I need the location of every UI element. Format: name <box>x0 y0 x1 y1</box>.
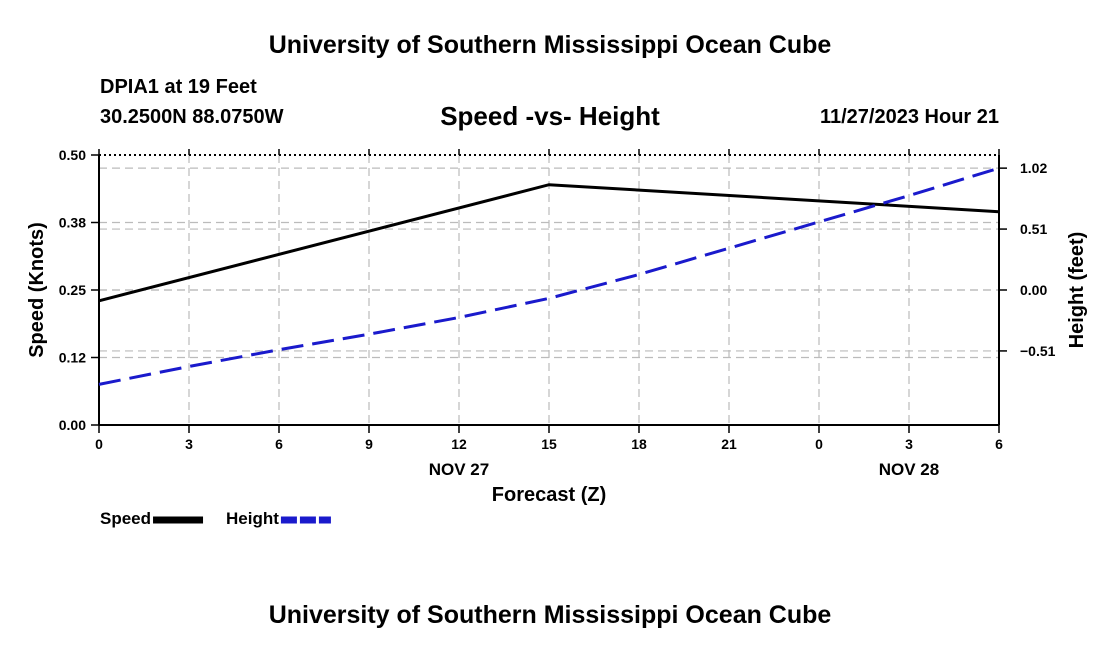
y-tick-label: 0.38 <box>59 215 86 231</box>
y2-tick-label: 1.02 <box>1020 160 1047 176</box>
x-tick-label: 15 <box>541 436 557 452</box>
speed-height-chart: 0 3 6 9 12 15 18 21 0 3 6 0.00 0.12 0.25 0.38 0.50 −0.51… <box>26 147 1088 528</box>
y-tick-label: 0.25 <box>59 282 86 298</box>
x-tick-label: 3 <box>185 436 193 452</box>
top-title: University of Southern Mississippi Ocean… <box>268 31 832 59</box>
chart-title: Speed -vs- Height <box>440 101 660 131</box>
date-label: NOV 28 <box>879 460 939 479</box>
y-tick-label: 0.12 <box>59 350 86 366</box>
station-label: DPIA1 at 19 Feet <box>100 76 257 98</box>
x-tick-label: 6 <box>995 436 1003 452</box>
y2-tick-label: −0.51 <box>1020 343 1056 359</box>
x-tick-label: 0 <box>95 436 103 452</box>
datetime-label: 11/27/2023 Hour 21 <box>819 106 999 128</box>
x-tick-label: 6 <box>275 436 283 452</box>
x-tick-label: 0 <box>815 436 823 452</box>
y-tick-label: 0.00 <box>59 417 86 433</box>
y2-axis-title: Height (feet) <box>1066 232 1088 349</box>
coordinates-label: 30.2500N 88.0750W <box>100 106 284 128</box>
x-tick-label: 21 <box>721 436 737 452</box>
date-label: NOV 27 <box>429 460 489 479</box>
x-tick-label: 9 <box>365 436 373 452</box>
bottom-title: University of Southern Mississippi Ocean… <box>268 601 832 629</box>
speed-series-line <box>98 183 1000 303</box>
legend-label: Speed <box>100 509 151 528</box>
y2-tick-label: 0.00 <box>1020 282 1047 298</box>
y-tick-label: 0.50 <box>59 147 86 163</box>
x-tick-label: 12 <box>451 436 467 452</box>
y2-tick-label: 0.51 <box>1020 221 1047 237</box>
legend-label: Height <box>226 509 279 528</box>
x-tick-label: 18 <box>631 436 647 452</box>
y-axis-title: Speed (Knots) <box>26 222 48 358</box>
x-tick-label: 3 <box>905 436 913 452</box>
x-axis-title: Forecast (Z) <box>492 484 606 506</box>
